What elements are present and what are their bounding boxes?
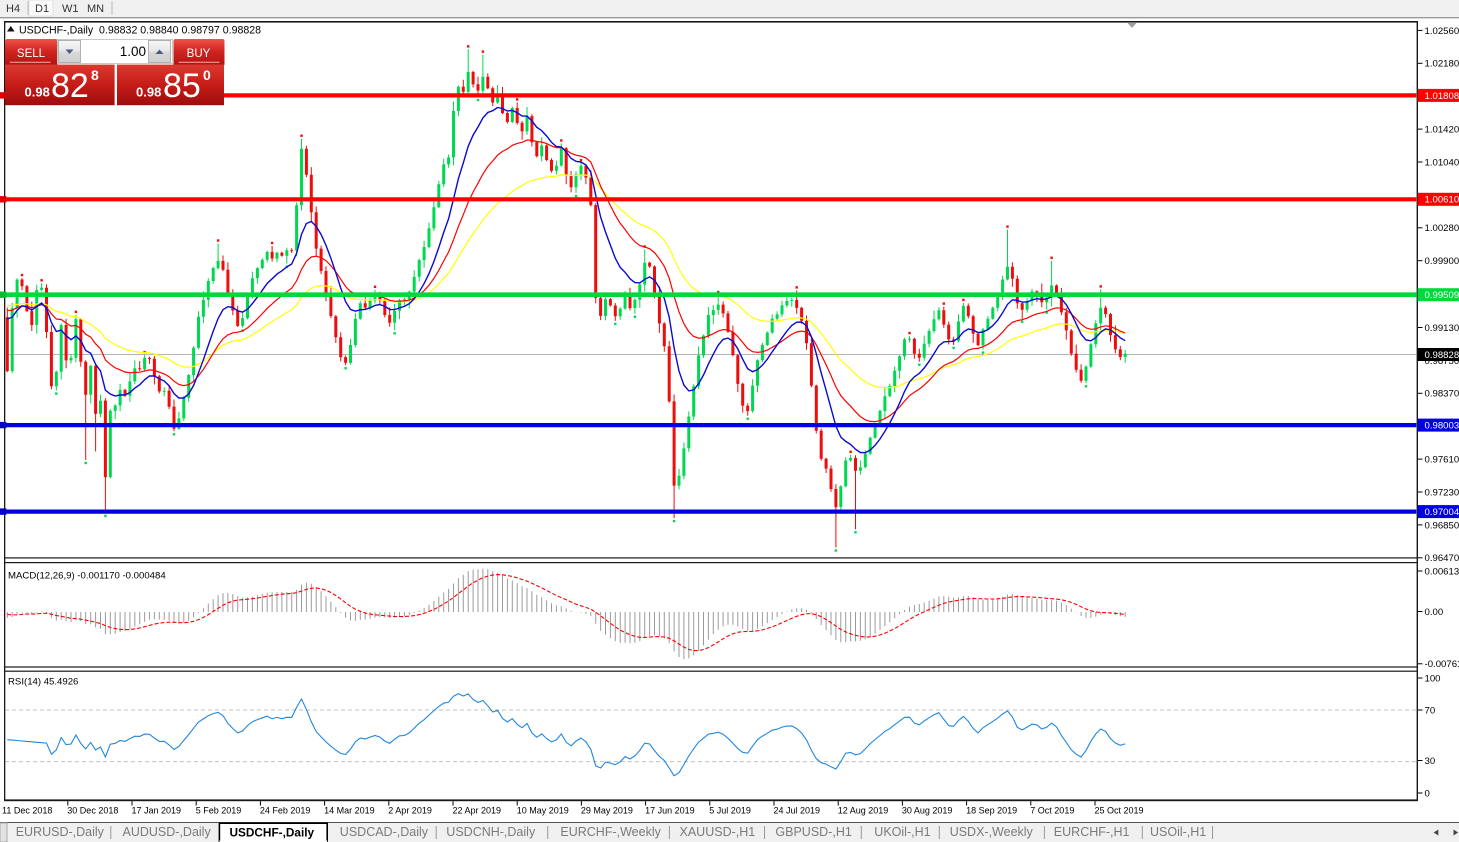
svg-text:RSI(14) 45.4926: RSI(14) 45.4926 xyxy=(8,677,78,688)
svg-text:100: 100 xyxy=(1425,673,1441,684)
svg-text:0.99509: 0.99509 xyxy=(1425,290,1459,301)
svg-text:25 Oct 2019: 25 Oct 2019 xyxy=(1095,806,1144,816)
svg-text:0.98750: 0.98750 xyxy=(1425,356,1459,367)
svg-text:0.97004: 0.97004 xyxy=(1425,507,1459,518)
svg-text:1.00610: 1.00610 xyxy=(1425,195,1459,206)
svg-text:0.98: 0.98 xyxy=(25,85,50,100)
svg-text:5 Feb 2019: 5 Feb 2019 xyxy=(196,806,242,816)
svg-text:USDX-,Weekly: USDX-,Weekly xyxy=(950,825,1034,839)
svg-text:GBPUSD-,H1: GBPUSD-,H1 xyxy=(775,825,851,839)
svg-text:SELL: SELL xyxy=(17,48,46,60)
svg-text:-0.00761: -0.00761 xyxy=(1425,659,1459,670)
svg-text:30 Dec 2018: 30 Dec 2018 xyxy=(67,806,118,816)
svg-text:0: 0 xyxy=(1425,788,1430,799)
svg-text:24 Jul 2019: 24 Jul 2019 xyxy=(774,806,821,816)
svg-text:1.00280: 1.00280 xyxy=(1425,223,1459,234)
svg-text:1.02180: 1.02180 xyxy=(1425,59,1459,70)
svg-text:0.99900: 0.99900 xyxy=(1425,256,1459,267)
svg-text:USDCAD-,Daily: USDCAD-,Daily xyxy=(340,825,429,839)
svg-text:0.97610: 0.97610 xyxy=(1425,455,1459,466)
svg-text:85: 85 xyxy=(163,67,201,105)
svg-text:1.01420: 1.01420 xyxy=(1425,125,1459,136)
svg-text:2 Apr 2019: 2 Apr 2019 xyxy=(388,806,432,816)
svg-text:17 Jan 2019: 17 Jan 2019 xyxy=(132,806,182,816)
svg-text:EURCHF-,Weekly: EURCHF-,Weekly xyxy=(560,825,661,839)
svg-text:7 Oct 2019: 7 Oct 2019 xyxy=(1030,806,1074,816)
svg-text:0.00: 0.00 xyxy=(1425,607,1444,618)
svg-text:D1: D1 xyxy=(35,3,49,15)
svg-text:24 Feb 2019: 24 Feb 2019 xyxy=(260,806,311,816)
svg-text:14 Mar 2019: 14 Mar 2019 xyxy=(324,806,375,816)
svg-text:0.98: 0.98 xyxy=(136,85,161,100)
svg-text:MN: MN xyxy=(87,3,104,15)
svg-text:0.98370: 0.98370 xyxy=(1425,389,1459,400)
svg-text:1.00: 1.00 xyxy=(120,44,146,59)
svg-text:W1: W1 xyxy=(62,3,79,15)
svg-text:0.00613: 0.00613 xyxy=(1425,566,1459,577)
svg-text:0.99130: 0.99130 xyxy=(1425,323,1459,334)
svg-text:UKOil-,H1: UKOil-,H1 xyxy=(874,825,930,839)
svg-text:0.96470: 0.96470 xyxy=(1425,553,1459,564)
svg-text:29 May 2019: 29 May 2019 xyxy=(581,806,633,816)
svg-text:BUY: BUY xyxy=(187,48,211,60)
svg-text:H4: H4 xyxy=(6,3,20,15)
svg-text:EURUSD-,Daily: EURUSD-,Daily xyxy=(16,825,105,839)
svg-text:0.96850: 0.96850 xyxy=(1425,520,1459,531)
svg-text:1.01808: 1.01808 xyxy=(1425,91,1459,102)
svg-text:0: 0 xyxy=(203,67,211,83)
svg-text:1.02560: 1.02560 xyxy=(1425,26,1459,37)
svg-text:0.98828: 0.98828 xyxy=(1425,350,1459,361)
svg-text:18 Sep 2019: 18 Sep 2019 xyxy=(966,806,1017,816)
svg-text:AUDUSD-,Daily: AUDUSD-,Daily xyxy=(123,825,212,839)
svg-text:22 Apr 2019: 22 Apr 2019 xyxy=(453,806,502,816)
svg-text:EURCHF-,H1: EURCHF-,H1 xyxy=(1054,825,1130,839)
svg-text:0.98003: 0.98003 xyxy=(1425,421,1459,432)
svg-text:0.97230: 0.97230 xyxy=(1425,487,1459,498)
svg-text:82: 82 xyxy=(51,67,89,105)
svg-text:USDCNH-,Daily: USDCNH-,Daily xyxy=(446,825,536,839)
svg-text:70: 70 xyxy=(1425,705,1436,716)
svg-text:8: 8 xyxy=(91,67,99,83)
svg-text:5 Jul 2019: 5 Jul 2019 xyxy=(709,806,751,816)
svg-text:10 May 2019: 10 May 2019 xyxy=(517,806,569,816)
svg-text:11 Dec 2018: 11 Dec 2018 xyxy=(2,806,52,816)
svg-text:MACD(12,26,9) -0.001170 -0.000: MACD(12,26,9) -0.001170 -0.000484 xyxy=(8,571,166,582)
svg-text:USDCHF-,Daily 0.98832 0.98840: USDCHF-,Daily 0.98832 0.98840 0.98797 0.… xyxy=(19,25,261,37)
svg-text:30: 30 xyxy=(1425,756,1436,767)
svg-text:12 Aug 2019: 12 Aug 2019 xyxy=(838,806,889,816)
svg-text:XAUUSD-,H1: XAUUSD-,H1 xyxy=(680,825,756,839)
svg-text:17 Jun 2019: 17 Jun 2019 xyxy=(645,806,695,816)
svg-text:30 Aug 2019: 30 Aug 2019 xyxy=(902,806,953,816)
svg-text:USOil-,H1: USOil-,H1 xyxy=(1150,825,1206,839)
svg-text:1.01040: 1.01040 xyxy=(1425,157,1459,168)
svg-text:USDCHF-,Daily: USDCHF-,Daily xyxy=(230,826,315,840)
